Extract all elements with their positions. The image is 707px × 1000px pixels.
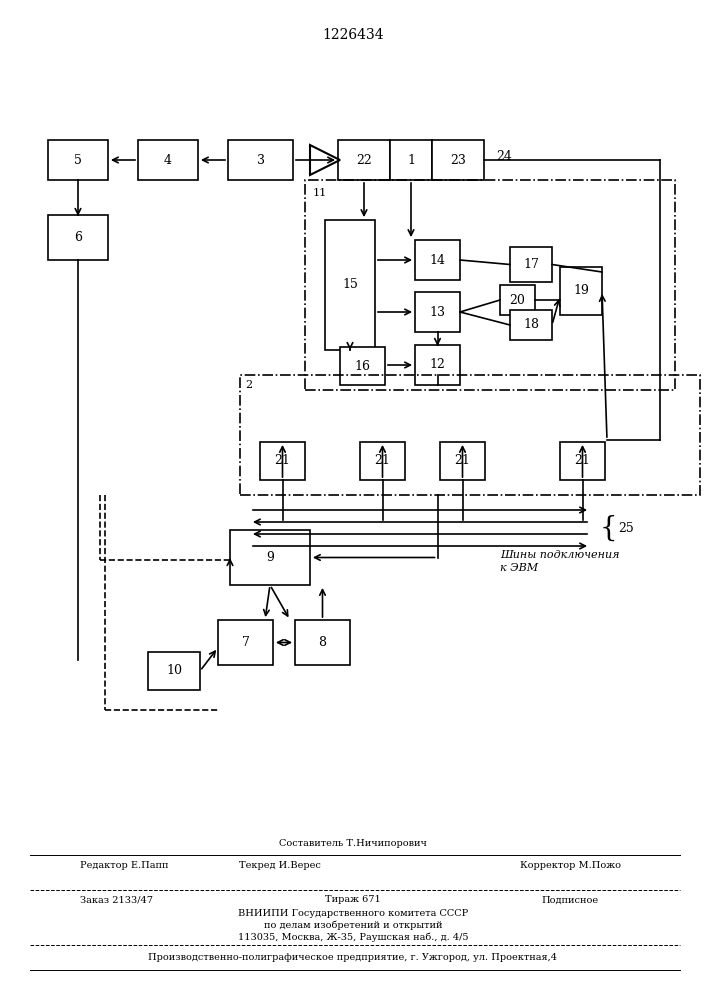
Text: 23: 23 <box>450 153 466 166</box>
Text: Редактор Е.Папп: Редактор Е.Папп <box>80 860 168 869</box>
Bar <box>415 240 460 280</box>
Text: Текред И.Верес: Текред И.Верес <box>239 860 321 869</box>
Bar <box>295 620 350 665</box>
Bar <box>48 140 108 180</box>
Text: 22: 22 <box>356 153 372 166</box>
Bar <box>138 140 198 180</box>
Text: 16: 16 <box>354 360 370 372</box>
Text: 113035, Москва, Ж-35, Раушская наб., д. 4/5: 113035, Москва, Ж-35, Раушская наб., д. … <box>238 932 468 942</box>
Bar <box>260 442 305 480</box>
Text: 4: 4 <box>164 153 172 166</box>
Bar <box>560 442 605 480</box>
Text: ВНИИПИ Государственного комитета СССР: ВНИИПИ Государственного комитета СССР <box>238 908 468 918</box>
Bar <box>325 220 375 350</box>
Bar <box>432 140 484 180</box>
Bar <box>338 140 390 180</box>
Text: 7: 7 <box>242 636 250 649</box>
Text: 13: 13 <box>429 306 445 318</box>
Text: 20: 20 <box>510 294 525 306</box>
Text: 5: 5 <box>74 153 82 166</box>
Text: 1: 1 <box>407 153 415 166</box>
Bar <box>510 247 552 282</box>
Text: 1226434: 1226434 <box>322 28 384 42</box>
Text: Шины подключения: Шины подключения <box>500 550 619 560</box>
Bar <box>510 310 552 340</box>
Text: к ЭВМ: к ЭВМ <box>500 563 538 573</box>
Text: Производственно-полиграфическое предприятие, г. Ужгород, ул. Проектная,4: Производственно-полиграфическое предприя… <box>148 954 558 962</box>
Bar <box>240 375 700 495</box>
Bar <box>218 620 273 665</box>
Text: 19: 19 <box>573 284 589 298</box>
Text: 21: 21 <box>455 454 470 468</box>
Bar <box>228 140 293 180</box>
Text: 8: 8 <box>318 636 327 649</box>
Text: 17: 17 <box>523 258 539 271</box>
Bar <box>340 347 385 385</box>
Text: 25: 25 <box>618 522 633 534</box>
Bar <box>415 292 460 332</box>
Bar <box>500 285 535 315</box>
Text: 21: 21 <box>274 454 291 468</box>
Text: 15: 15 <box>342 278 358 292</box>
Text: 2: 2 <box>245 380 252 390</box>
Text: Подписное: Подписное <box>542 896 599 904</box>
Bar <box>148 652 200 690</box>
Bar <box>415 345 460 385</box>
Bar <box>360 442 405 480</box>
Text: Составитель Т.Ничипорович: Составитель Т.Ничипорович <box>279 839 427 848</box>
Text: {: { <box>600 514 618 542</box>
Text: Тираж 671: Тираж 671 <box>325 896 381 904</box>
Bar <box>560 267 602 315</box>
Text: по делам изобретений и открытий: по делам изобретений и открытий <box>264 920 443 930</box>
Text: Заказ 2133/47: Заказ 2133/47 <box>80 896 153 904</box>
Bar <box>48 215 108 260</box>
Bar <box>305 180 675 390</box>
Text: 9: 9 <box>266 551 274 564</box>
Text: 11: 11 <box>313 188 327 198</box>
Text: 3: 3 <box>257 153 264 166</box>
Text: 18: 18 <box>523 318 539 332</box>
Bar <box>440 442 485 480</box>
Text: 12: 12 <box>430 359 445 371</box>
Bar <box>390 140 432 180</box>
Text: 21: 21 <box>575 454 590 468</box>
Bar <box>230 530 310 585</box>
Text: 24: 24 <box>496 150 512 163</box>
Text: Корректор М.Пожо: Корректор М.Пожо <box>520 860 621 869</box>
Text: 6: 6 <box>74 231 82 244</box>
Text: 10: 10 <box>166 664 182 678</box>
Text: 14: 14 <box>429 253 445 266</box>
Text: 21: 21 <box>375 454 390 468</box>
